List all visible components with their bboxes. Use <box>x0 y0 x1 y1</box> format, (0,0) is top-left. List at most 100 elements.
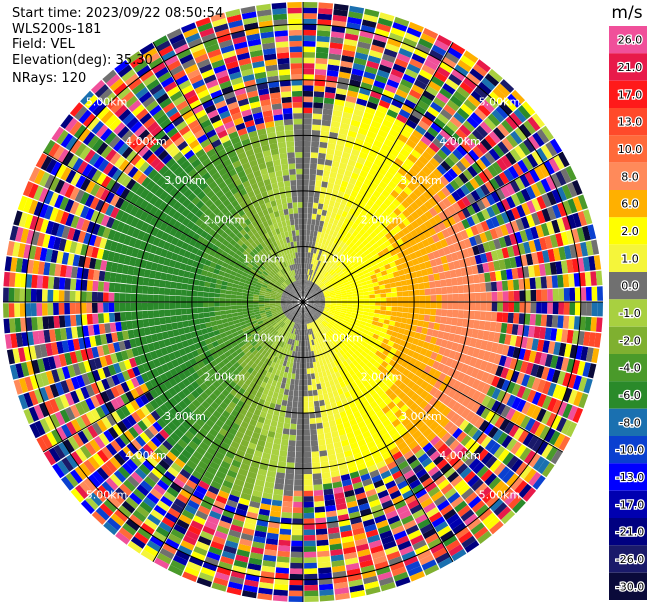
range-gate <box>352 335 359 341</box>
range-gate <box>294 328 298 335</box>
range-gate <box>407 565 423 577</box>
range-gate <box>493 502 508 516</box>
range-gate <box>239 408 248 416</box>
range-gate <box>486 292 492 302</box>
range-gate <box>313 277 317 283</box>
range-gate <box>12 242 21 257</box>
range-gate <box>379 414 388 423</box>
range-gate <box>314 406 321 413</box>
range-gate <box>24 376 34 392</box>
range-gate <box>452 202 462 213</box>
range-gate <box>496 83 511 97</box>
range-gate <box>461 396 472 408</box>
range-gate <box>247 563 262 571</box>
range-gate <box>359 368 367 376</box>
range-gate <box>534 351 543 365</box>
range-gate <box>178 327 185 336</box>
range-gate <box>358 354 365 361</box>
range-gate <box>191 436 202 446</box>
range-gate <box>365 586 381 596</box>
range-gate <box>303 340 306 347</box>
range-gate <box>311 264 315 271</box>
range-gate <box>522 156 534 171</box>
range-gate <box>476 432 488 445</box>
range-gate <box>118 361 127 372</box>
range-gate <box>276 307 282 311</box>
range-gate <box>25 317 33 331</box>
range-gate <box>260 333 266 340</box>
range-gate <box>372 392 380 401</box>
range-gate <box>403 99 417 110</box>
range-gate <box>320 262 326 269</box>
range-gate <box>472 429 483 442</box>
range-gate <box>319 299 326 302</box>
range-gate <box>255 421 264 429</box>
range-gate <box>258 297 265 300</box>
range-gate <box>328 459 338 467</box>
range-gate <box>265 323 272 329</box>
range-gate <box>87 425 98 439</box>
range-gate <box>397 306 403 312</box>
range-gate <box>303 401 309 408</box>
range-gate <box>343 421 351 429</box>
range-gate <box>313 96 324 103</box>
range-gate <box>349 154 359 162</box>
range-gate <box>308 401 314 408</box>
range-gate <box>264 298 270 301</box>
range-gate <box>549 262 557 275</box>
range-gate <box>470 90 485 104</box>
range-gate <box>422 528 437 540</box>
range-gate <box>154 271 162 280</box>
range-gate <box>240 439 250 448</box>
range-gate <box>546 314 553 328</box>
range-gate <box>152 341 161 351</box>
range-gate <box>202 495 215 505</box>
range-gate <box>417 354 425 362</box>
range-gate <box>169 337 177 345</box>
range-gate <box>89 439 101 453</box>
range-gate <box>85 411 97 425</box>
range-gate <box>406 205 415 215</box>
range-gate <box>292 299 298 301</box>
range-gate <box>151 467 164 479</box>
range-gate <box>216 406 225 415</box>
range-gate <box>353 321 361 327</box>
range-gate <box>376 207 385 215</box>
range-gate <box>308 297 314 300</box>
range-gate <box>501 344 510 356</box>
range-gate <box>532 456 546 471</box>
range-gate <box>86 313 93 325</box>
range-gate <box>235 554 249 563</box>
range-gate <box>323 97 335 105</box>
range-gate <box>303 140 311 147</box>
range-gate <box>226 499 238 509</box>
range-gate <box>143 428 155 440</box>
range-gate <box>325 304 331 307</box>
range-gate <box>224 504 236 514</box>
range-gate <box>434 39 450 52</box>
range-gate <box>364 435 374 444</box>
range-gate <box>75 302 82 314</box>
range-gate <box>394 500 407 510</box>
range-gate <box>241 354 248 361</box>
range-gate <box>164 302 170 310</box>
range-gate <box>525 302 531 313</box>
range-gate <box>303 174 310 180</box>
range-gate <box>347 302 353 305</box>
range-gate <box>348 369 356 377</box>
range-gate <box>223 326 231 332</box>
range-gate <box>427 537 442 549</box>
range-gate <box>268 366 274 374</box>
range-gate <box>228 401 237 410</box>
range-gate <box>264 549 277 557</box>
range-gate <box>469 302 476 311</box>
range-gate <box>390 375 398 384</box>
range-gate <box>333 346 339 354</box>
range-gate <box>477 349 486 360</box>
range-gate <box>309 174 316 181</box>
range-gate <box>394 409 404 419</box>
range-gate <box>432 137 444 149</box>
range-gate <box>88 359 97 371</box>
range-gate <box>303 52 315 58</box>
range-gate <box>303 179 309 186</box>
